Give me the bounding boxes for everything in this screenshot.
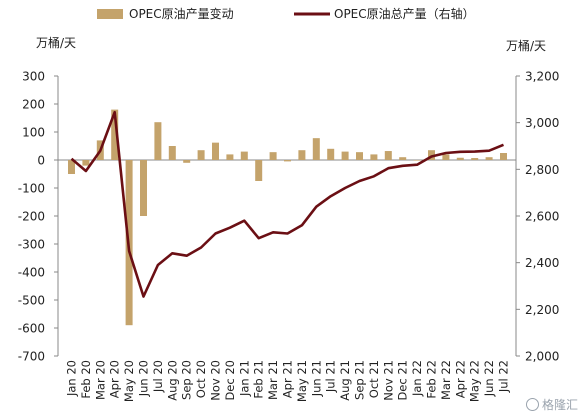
- x-tick-label: Feb 21: [252, 360, 266, 399]
- left-tick-label: 300: [22, 70, 45, 84]
- x-tick-label: Apr 20: [108, 360, 122, 398]
- bar-feb-20: [82, 160, 90, 166]
- x-tick-label: Feb 22: [425, 360, 439, 399]
- bar-sep-21: [356, 152, 363, 160]
- bar-jul-20: [154, 122, 162, 160]
- bar-aug-21: [341, 151, 349, 160]
- right-tick-label: 3,200: [525, 70, 559, 84]
- right-tick-label: 2,200: [525, 303, 559, 317]
- bar-nov-20: [212, 142, 219, 160]
- bar-oct-20: [197, 150, 205, 160]
- x-tick-label: Jun 22: [482, 360, 496, 397]
- left-tick-label: -600: [18, 322, 45, 336]
- right-tick-label: 3,000: [525, 116, 559, 130]
- bar-dec-21: [399, 157, 407, 160]
- x-tick-label: Jul 20: [151, 360, 165, 393]
- left-axis-ticks: 300 200 100 0 -100 -200 -300 -400 -500 -600 -700: [18, 70, 58, 364]
- bar-apr-21: [284, 160, 291, 162]
- left-tick-label: -200: [18, 210, 45, 224]
- x-tick-label: Jul 21: [324, 360, 338, 393]
- x-tick-label: Apr 22: [453, 360, 467, 398]
- legend: OPEC原油产量变动 OPEC原油总产量（右轴）: [97, 6, 475, 21]
- bar-apr-20: [111, 109, 119, 160]
- bar-dec-20: [226, 154, 234, 160]
- bar-mar-21: [269, 152, 277, 160]
- bar-oct-21: [370, 154, 378, 160]
- right-axis-unit: 万桶/天: [506, 38, 546, 53]
- x-tick-label: Jan 20: [65, 360, 79, 397]
- x-tick-label: Oct 20: [194, 360, 208, 398]
- bar-series: [68, 109, 507, 326]
- left-tick-label: 100: [22, 126, 45, 140]
- bar-feb-22: [428, 150, 435, 160]
- left-tick-label: 200: [22, 98, 45, 112]
- bar-aug-20: [168, 146, 176, 160]
- bar-sep-20: [183, 160, 191, 163]
- legend-line-label: OPEC原油总产量（右轴）: [334, 6, 475, 21]
- left-tick-label: -300: [18, 238, 45, 252]
- bar-jun-21: [312, 138, 320, 160]
- bar-jul-21: [327, 148, 335, 160]
- right-tick-label: 2,600: [525, 210, 559, 224]
- x-tick-label: Dec 21: [396, 360, 410, 401]
- watermark-text: 格隆汇: [541, 398, 578, 412]
- x-tick-label: Nov 21: [381, 360, 395, 401]
- x-tick-label: Jan 21: [237, 360, 251, 397]
- left-tick-label: -400: [18, 266, 45, 280]
- x-tick-label: Oct 21: [367, 360, 381, 398]
- bar-may-21: [298, 150, 306, 160]
- left-tick-label: -700: [18, 350, 45, 364]
- x-tick-label: May 22: [468, 360, 482, 402]
- left-tick-label: -500: [18, 294, 45, 308]
- legend-bar-label: OPEC原油产量变动: [129, 6, 234, 21]
- bar-apr-22: [456, 157, 464, 160]
- x-tick-label: Nov 20: [209, 360, 223, 401]
- bar-mar-22: [442, 154, 450, 160]
- x-tick-label: Jun 20: [137, 360, 151, 397]
- x-tick-label: Apr 21: [281, 360, 295, 398]
- x-tick-label: Jan 22: [410, 360, 424, 397]
- left-tick-label: 0: [37, 154, 45, 168]
- x-tick-label: Dec 20: [223, 360, 237, 401]
- x-tick-label: Mar 22: [439, 360, 453, 400]
- x-tick-label: Aug 21: [338, 360, 352, 401]
- right-tick-label: 2,400: [525, 256, 559, 270]
- x-tick-label: Jun 21: [309, 360, 323, 397]
- watermark: 格隆汇: [524, 395, 578, 415]
- bar-jun-20: [140, 160, 147, 216]
- x-tick-label: May 20: [122, 360, 136, 402]
- bar-may-22: [471, 158, 479, 160]
- bar-feb-21: [255, 160, 263, 181]
- x-tick-label: Aug 20: [165, 360, 179, 401]
- x-tick-label: Mar 21: [266, 360, 280, 400]
- bar-jan-22: [413, 160, 421, 161]
- left-axis-unit: 万桶/天: [36, 35, 76, 50]
- left-tick-label: -100: [18, 182, 45, 196]
- x-axis-labels: Jan 20 Feb 20 Mar 20 Apr 20 May 20 Jun 20 Jul …: [65, 360, 511, 402]
- x-tick-label: Mar 20: [93, 360, 107, 400]
- bar-jan-20: [68, 160, 75, 174]
- x-tick-label: May 21: [295, 360, 309, 402]
- bar-jul-22: [500, 153, 507, 160]
- bar-nov-21: [384, 151, 392, 160]
- x-tick-label: Sep 20: [180, 360, 194, 400]
- legend-bar-swatch: [97, 9, 123, 19]
- line-series: [70, 110, 504, 298]
- right-axis-ticks: 3,200 3,000 2,800 2,600 2,400 2,200 2,000: [516, 70, 559, 364]
- right-tick-label: 2,000: [525, 350, 559, 364]
- watermark-logo-icon: [525, 398, 539, 411]
- x-tick-label: Feb 20: [79, 360, 93, 399]
- right-tick-label: 2,800: [525, 163, 559, 177]
- bar-jan-21: [240, 151, 248, 160]
- bar-jun-22: [485, 157, 493, 160]
- x-tick-label: Jul 22: [497, 360, 511, 393]
- x-tick-label: Sep 21: [353, 360, 367, 400]
